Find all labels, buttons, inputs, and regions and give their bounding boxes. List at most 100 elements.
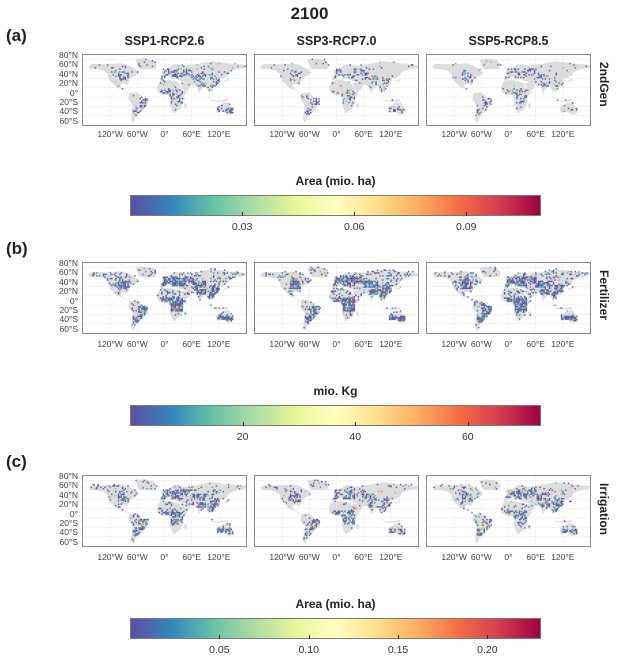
data-cell (187, 291, 189, 294)
data-cell (532, 291, 534, 294)
data-cell (470, 499, 472, 501)
data-cell (177, 100, 179, 103)
data-cell (390, 502, 392, 504)
data-cell (349, 275, 351, 277)
data-cell (352, 300, 354, 302)
data-cell (556, 291, 559, 294)
data-cell (370, 86, 372, 89)
data-cell (478, 113, 480, 115)
data-cell (544, 78, 547, 80)
data-cell (386, 506, 388, 508)
data-cell (346, 488, 349, 490)
data-cell (368, 493, 370, 496)
data-cell (126, 287, 128, 290)
data-cell (314, 270, 316, 273)
data-cell (210, 502, 212, 504)
data-cell (517, 516, 519, 518)
data-cell (135, 516, 137, 518)
data-cell (160, 82, 162, 84)
lon-tick-label: 0° (160, 552, 169, 562)
data-cell (134, 530, 136, 532)
data-cell (113, 273, 116, 276)
data-cell (453, 485, 456, 487)
data-cell (208, 89, 211, 91)
data-cell (346, 282, 349, 284)
data-cell (361, 280, 364, 283)
data-cell (308, 109, 311, 111)
data-cell (524, 96, 526, 98)
data-cell (371, 280, 373, 283)
data-cell (436, 272, 438, 274)
data-cell (203, 78, 205, 80)
data-cell (489, 307, 491, 309)
data-cell (165, 495, 167, 497)
data-cell (372, 499, 375, 501)
data-cell (514, 284, 517, 287)
data-cell (179, 301, 181, 304)
data-cell (501, 507, 503, 510)
data-cell (479, 530, 481, 532)
data-cell (486, 102, 488, 104)
data-cell (299, 495, 301, 497)
data-cell (349, 76, 351, 79)
data-cell (523, 284, 525, 287)
data-cell (512, 277, 514, 280)
data-cell (135, 530, 137, 532)
data-cell (386, 307, 388, 309)
data-cell (517, 296, 519, 298)
data-cell (570, 107, 572, 110)
data-cell (295, 499, 297, 501)
data-cell (389, 286, 391, 288)
data-cell (223, 71, 226, 73)
data-cell (520, 493, 522, 496)
data-cell (211, 287, 213, 290)
data-cell (161, 89, 163, 91)
data-cell (547, 289, 549, 291)
data-cell (474, 304, 476, 306)
data-cell (315, 520, 318, 522)
data-cell (470, 283, 472, 285)
data-cell (334, 492, 337, 494)
data-cell (199, 504, 201, 507)
data-cell (218, 500, 220, 503)
data-cell (203, 72, 205, 75)
data-cell (558, 503, 560, 505)
data-cell (389, 528, 391, 531)
data-cell (467, 493, 469, 496)
data-cell (517, 492, 519, 494)
data-cell (476, 524, 479, 526)
data-cell (547, 492, 549, 494)
data-cell (559, 503, 562, 505)
data-cell (221, 74, 223, 76)
data-cell (161, 293, 163, 295)
data-cell (134, 513, 136, 515)
data-cell (179, 516, 181, 518)
data-cell (138, 531, 140, 533)
data-cell (345, 300, 347, 302)
data-cell (160, 297, 162, 299)
data-cell (479, 528, 481, 531)
data-cell (211, 294, 213, 297)
data-cell (471, 489, 473, 491)
data-cell (352, 304, 354, 306)
data-cell (348, 279, 350, 281)
data-cell (525, 511, 528, 514)
data-cell (341, 74, 343, 76)
data-cell (351, 517, 353, 519)
data-cell (342, 511, 345, 514)
data-cell (172, 298, 174, 301)
data-cell (351, 304, 353, 306)
data-cell (123, 71, 125, 73)
data-cell (325, 275, 327, 277)
data-cell (289, 493, 292, 496)
data-cell (508, 277, 510, 280)
data-cell (188, 83, 190, 86)
row-title: Irrigation (597, 483, 611, 536)
data-cell (523, 276, 525, 278)
data-cell (161, 90, 163, 93)
data-cell (212, 284, 215, 287)
data-cell (273, 64, 275, 66)
data-cell (359, 82, 361, 84)
data-cell (520, 305, 522, 308)
data-cell (346, 317, 349, 319)
